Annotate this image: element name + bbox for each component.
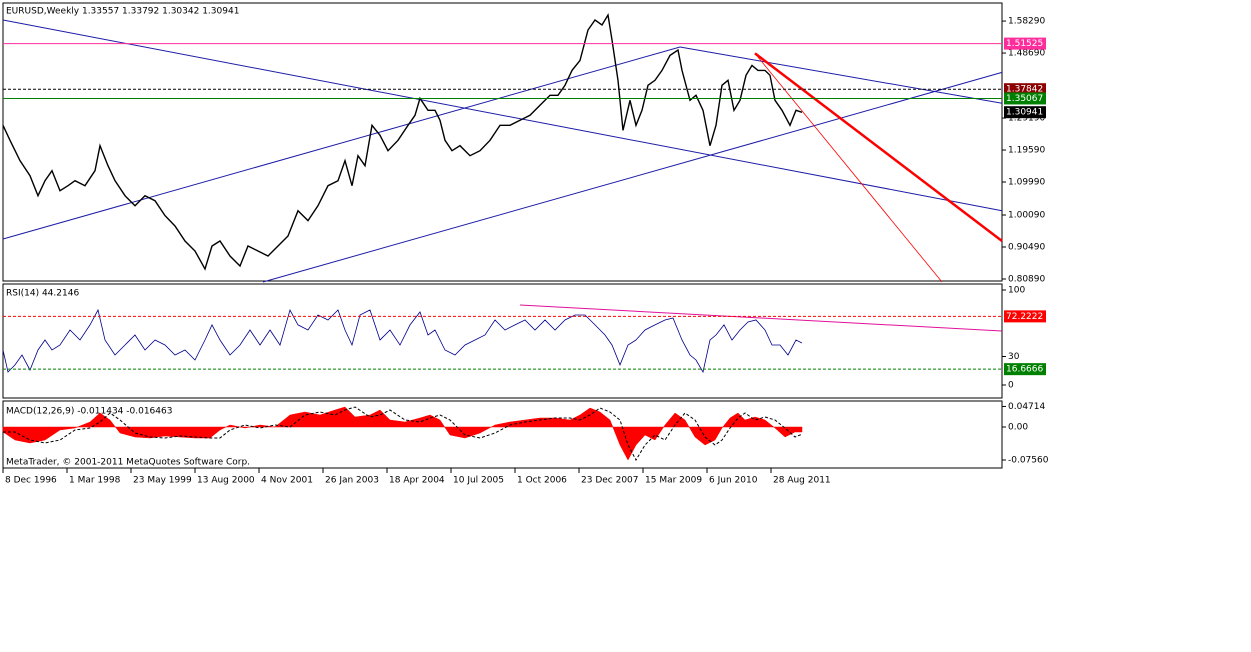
- trendline: [262, 71, 1003, 283]
- x-tick-label: 10 Jul 2005: [453, 476, 504, 486]
- trendline: [519, 304, 1003, 332]
- y-tick-label: 100: [1008, 285, 1025, 295]
- signal-line: [3, 406, 803, 462]
- level-label-box: [1004, 83, 1046, 96]
- trendline: [754, 53, 943, 283]
- x-tick-label: 6 Jun 2010: [709, 476, 758, 486]
- y-tick-label: 0.80890: [1008, 275, 1045, 285]
- y-tick-label: 1.00090: [1008, 211, 1045, 221]
- x-tick-label: 1 Mar 1998: [69, 476, 121, 486]
- trendline: [2, 46, 681, 240]
- level-label-box: [1004, 363, 1046, 376]
- x-tick-label: 23 Dec 2007: [581, 476, 639, 486]
- x-tick-label: 13 Aug 2000: [197, 476, 255, 486]
- x-tick-label: 26 Jan 2003: [325, 476, 379, 486]
- level-label: 1.37842: [1006, 85, 1043, 95]
- price-line: [2, 12, 803, 271]
- x-tick-label: 28 Aug 2011: [773, 476, 831, 486]
- trendline: [679, 46, 1003, 104]
- x-tick-label: 1 Oct 2006: [517, 476, 567, 486]
- trendline: [2, 19, 1003, 212]
- level-label-box: [1004, 37, 1046, 50]
- x-tick-label: 8 Dec 1996: [5, 476, 57, 486]
- level-label-box: [1004, 106, 1046, 119]
- level-label: 1.51525: [1006, 39, 1043, 49]
- macd-title: MACD(12,26,9) -0.011434 -0.016463: [6, 407, 172, 417]
- y-tick-label: 30: [1008, 352, 1020, 362]
- level-label: 1.35067: [1006, 94, 1043, 104]
- chart-title: EURUSD,Weekly 1.33557 1.33792 1.30342 1.…: [6, 7, 239, 17]
- level-label-box: [1004, 310, 1046, 323]
- y-tick-label: 1.58290: [1008, 17, 1045, 27]
- panel-frame: [2, 283, 1003, 399]
- y-tick-label: 0.04714: [1008, 402, 1045, 412]
- level-label-box: [1004, 92, 1046, 105]
- rsi-title: RSI(14) 44.2146: [6, 289, 79, 299]
- x-tick-label: 15 Mar 2009: [645, 476, 702, 486]
- y-tick-label: 0: [1008, 380, 1014, 390]
- x-tick-label: 23 May 1999: [133, 476, 192, 486]
- y-tick-label: 0.90490: [1008, 243, 1045, 253]
- y-tick-label: 0.00: [1008, 423, 1028, 433]
- x-tick-label: 4 Nov 2001: [261, 476, 313, 486]
- panel-frame: [2, 2, 1003, 282]
- y-tick-label: 1.48690: [1008, 49, 1045, 59]
- y-tick-label: 1.09990: [1008, 178, 1045, 188]
- trendline: [754, 52, 1003, 242]
- price-line: [2, 308, 803, 374]
- level-label: 1.30941: [1006, 108, 1043, 118]
- level-label: 72.2222: [1006, 312, 1043, 322]
- macd-area: [2, 406, 803, 461]
- y-tick-label: -0.07560: [1008, 456, 1049, 466]
- y-tick-label: 1.29190: [1008, 114, 1045, 124]
- panel-frame: [2, 400, 1003, 469]
- level-label: 16.6666: [1006, 365, 1043, 375]
- copyright: MetaTrader, © 2001-2011 MetaQuotes Softw…: [6, 458, 250, 468]
- y-tick-label: 1.19590: [1008, 146, 1045, 156]
- x-tick-label: 18 Apr 2004: [389, 476, 445, 486]
